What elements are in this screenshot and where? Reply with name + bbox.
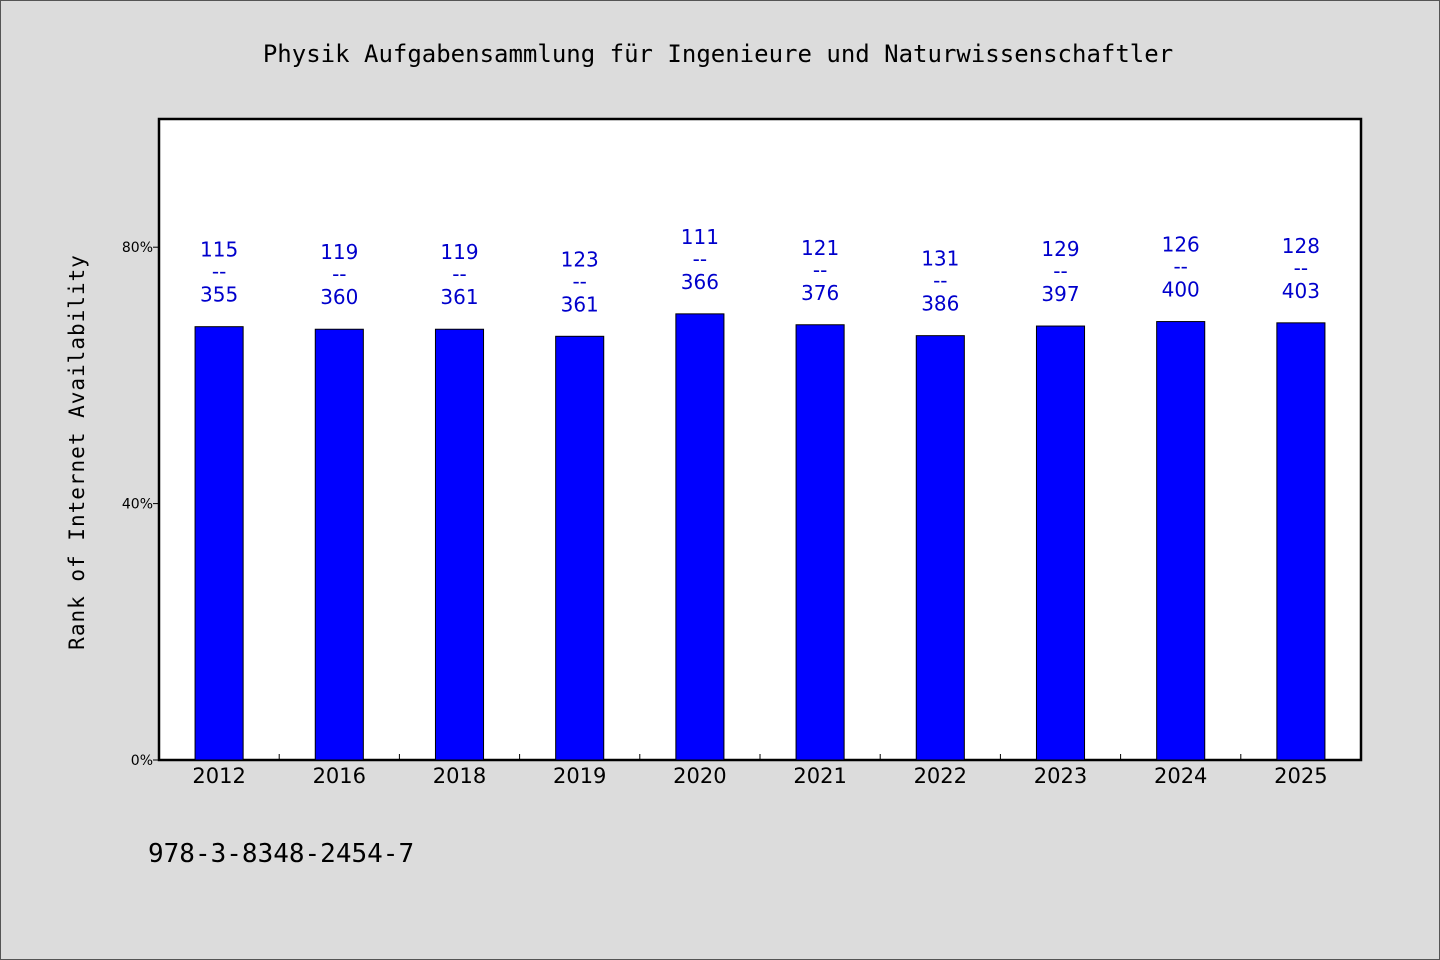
bar bbox=[795, 324, 845, 761]
bar bbox=[1156, 321, 1206, 761]
x-tick-label: 2019 bbox=[553, 764, 606, 788]
bar-label-total: 361 bbox=[561, 292, 599, 316]
bar-label-separator: -- bbox=[1173, 255, 1187, 279]
bar-labels: 115--355119--360119--361123--361111--366… bbox=[200, 225, 1320, 316]
bar bbox=[1035, 325, 1086, 761]
bar-series bbox=[194, 313, 1326, 761]
chart-title: Physik Aufgabensammlung für Ingenieure u… bbox=[263, 40, 1173, 68]
bar-label-separator: -- bbox=[1053, 259, 1067, 283]
bar-label-total: 386 bbox=[921, 292, 959, 316]
x-axis: 2012 2016 2018 2019 2020 2021 2022 2023 2024 2025 bbox=[192, 754, 1328, 788]
x-tick-label: 2018 bbox=[433, 764, 486, 788]
bar-label-rank: 128 bbox=[1282, 234, 1320, 258]
bar-label-separator: -- bbox=[693, 247, 707, 271]
x-tick-label: 2024 bbox=[1154, 764, 1207, 788]
x-tick-label: 2025 bbox=[1274, 764, 1327, 788]
bar-label-separator: -- bbox=[572, 269, 586, 293]
bar bbox=[555, 335, 605, 761]
bar-label-rank: 119 bbox=[440, 240, 478, 264]
bar-label-rank: 123 bbox=[561, 247, 599, 271]
bar bbox=[314, 328, 364, 761]
bar-label-total: 403 bbox=[1282, 279, 1320, 303]
bar-label-rank: 126 bbox=[1162, 233, 1200, 257]
x-tick-label: 2022 bbox=[914, 764, 967, 788]
bar-label-separator: -- bbox=[1294, 256, 1308, 280]
bar bbox=[675, 313, 725, 761]
x-tick-label: 2016 bbox=[313, 764, 366, 788]
bar bbox=[1276, 322, 1326, 761]
y-tick-label: 80% bbox=[122, 240, 153, 256]
bar-label-total: 397 bbox=[1041, 282, 1079, 306]
bar-label-total: 400 bbox=[1162, 278, 1200, 302]
bar-label-separator: -- bbox=[813, 258, 827, 282]
isbn-text: 978-3-8348-2454-7 bbox=[148, 839, 414, 869]
bar-label-rank: 111 bbox=[681, 225, 719, 249]
bar-label-rank: 131 bbox=[921, 247, 959, 271]
x-tick-label: 2012 bbox=[192, 764, 245, 788]
x-tick-label: 2021 bbox=[793, 764, 846, 788]
bar-label-total: 376 bbox=[801, 281, 839, 305]
bar-label-total: 361 bbox=[440, 285, 478, 309]
x-tick-label: 2020 bbox=[673, 764, 726, 788]
y-tick-label: 40% bbox=[122, 497, 153, 513]
bar-label-separator: -- bbox=[212, 260, 226, 284]
y-axis: 0% 40% 80% bbox=[122, 240, 159, 769]
bar-label-separator: -- bbox=[933, 269, 947, 293]
bar-label-rank: 119 bbox=[320, 240, 358, 264]
x-tick-label: 2023 bbox=[1034, 764, 1087, 788]
bar-label-separator: -- bbox=[452, 262, 466, 286]
bar-label-rank: 115 bbox=[200, 238, 238, 262]
bar bbox=[194, 326, 244, 761]
y-axis-label: Rank of Internet Availability bbox=[65, 254, 89, 650]
bar bbox=[915, 335, 965, 761]
bar-label-total: 355 bbox=[200, 283, 238, 307]
bar-label-separator: -- bbox=[332, 262, 346, 286]
y-tick-label: 0% bbox=[131, 753, 153, 769]
bar bbox=[434, 328, 485, 761]
bar-label-rank: 121 bbox=[801, 236, 839, 260]
bar-label-total: 360 bbox=[320, 285, 358, 309]
bar-label-rank: 129 bbox=[1041, 237, 1079, 261]
bar-label-total: 366 bbox=[681, 270, 719, 294]
